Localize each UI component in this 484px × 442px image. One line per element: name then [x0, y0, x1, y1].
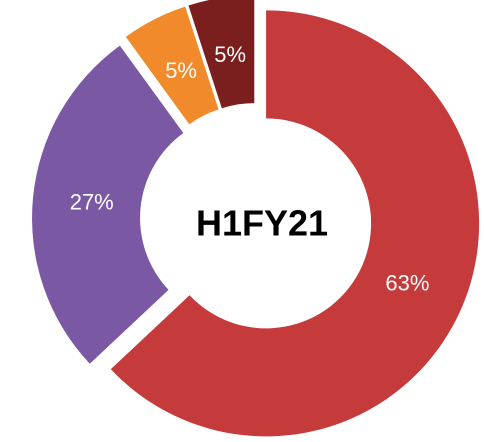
donut-segment [32, 45, 184, 364]
data-label: 5% [214, 42, 246, 67]
data-label: 27% [70, 189, 114, 214]
donut-segment [125, 6, 219, 125]
donut-segment [110, 10, 480, 437]
data-label: 63% [385, 270, 429, 295]
donut-segment [188, 0, 255, 109]
data-label: 5% [165, 58, 197, 83]
chart-title: H1FY21 [196, 203, 328, 244]
